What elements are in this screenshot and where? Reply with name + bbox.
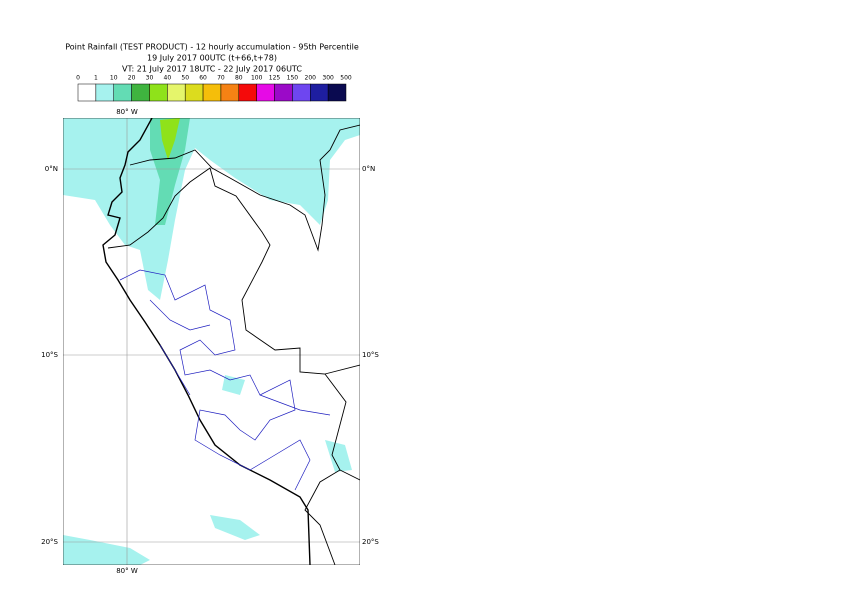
legend-swatch <box>113 83 132 102</box>
rain-area <box>63 118 120 160</box>
subtitle: VT: 21 July 2017 18UTC - 22 July 2017 06… <box>122 65 302 74</box>
legend-label: 70 <box>217 75 225 82</box>
legend-label: 20 <box>128 75 136 82</box>
legend-swatch <box>292 83 311 102</box>
subtitle: 19 July 2017 00UTC (t+66,t+78) <box>147 54 277 63</box>
legend-label: 40 <box>164 75 172 82</box>
rain-area <box>63 535 150 565</box>
rain-area <box>222 375 245 395</box>
legend-swatch <box>274 83 293 102</box>
legend-swatch <box>238 83 257 102</box>
lat-label: 20°S <box>41 538 58 546</box>
legend-swatch <box>95 83 114 102</box>
legend-label: 200 <box>305 75 317 82</box>
rain-area <box>325 440 352 472</box>
legend-label: 1 <box>94 75 98 82</box>
legend-label: 30 <box>146 75 154 82</box>
legend-swatch <box>202 83 222 102</box>
lon-label: 80° W <box>116 108 138 116</box>
legend: 0 1 10 20 30 40 50 60 70 80 100 125 150 200 300 500 <box>76 75 352 102</box>
legend-label: 125 <box>269 75 281 82</box>
legend-swatch <box>184 83 204 102</box>
legend-swatch <box>327 83 347 102</box>
lon-label: 80° W <box>116 567 138 575</box>
legend-label: 80 <box>235 75 243 82</box>
legend-label: 50 <box>181 75 189 82</box>
legend-label: 500 <box>340 75 352 82</box>
legend-label: 300 <box>322 75 334 82</box>
region-boundary <box>119 269 331 491</box>
legend-swatch <box>220 83 240 102</box>
legend-label: 100 <box>251 75 263 82</box>
legend-label: 0 <box>76 75 80 82</box>
legend-label: 10 <box>110 75 118 82</box>
lat-label: 20°S <box>362 538 379 546</box>
lat-label: 0°N <box>45 165 58 173</box>
rain-area <box>210 515 260 540</box>
lat-label: 10°S <box>41 351 58 359</box>
lat-label: 10°S <box>362 351 379 359</box>
legend-swatch <box>310 83 329 102</box>
border <box>129 124 360 252</box>
lat-label: 0°N <box>362 165 375 173</box>
legend-swatch <box>77 83 97 102</box>
rain-area <box>150 118 190 225</box>
title: Point Rainfall (TEST PRODUCT) - 12 hourl… <box>65 43 359 52</box>
border <box>324 364 360 481</box>
legend-swatch <box>149 83 168 102</box>
legend-label: 150 <box>287 75 299 82</box>
legend-swatch <box>256 83 275 102</box>
legend-label: 60 <box>199 75 207 82</box>
legend-swatch <box>131 83 150 102</box>
map <box>63 118 360 565</box>
legend-swatch <box>167 83 186 102</box>
rain-area <box>160 118 180 160</box>
